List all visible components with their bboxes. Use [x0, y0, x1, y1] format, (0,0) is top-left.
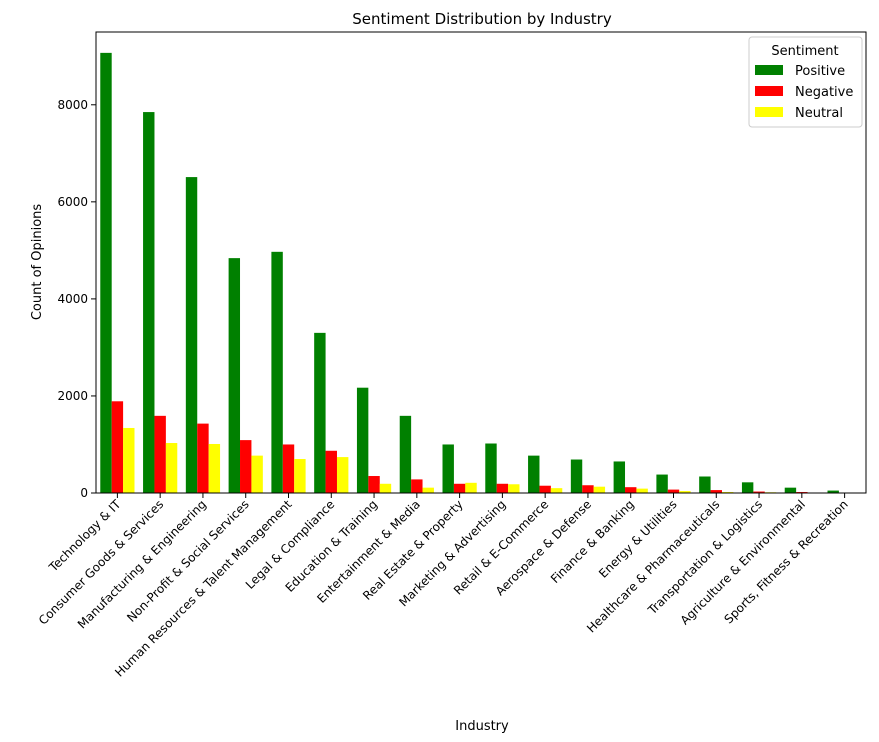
bar-positive-11 — [570, 459, 583, 493]
y-tick-label: 6000 — [57, 195, 88, 209]
y-tick-label: 4000 — [57, 292, 88, 306]
bar-positive-8 — [442, 444, 454, 493]
bar-neutral-2 — [208, 443, 221, 493]
bar-positive-5 — [314, 332, 326, 493]
bar-negative-8 — [453, 483, 466, 493]
bars-layer — [100, 52, 862, 494]
bar-neutral-13 — [679, 491, 691, 493]
legend-box — [748, 36, 863, 128]
y-tick-label: 2000 — [57, 389, 88, 403]
legend-swatch-neutral — [755, 107, 783, 117]
bar-neutral-0 — [123, 427, 135, 493]
y-axis-label: Count of Opinions — [30, 204, 45, 321]
bar-negative-5 — [325, 450, 337, 493]
bar-neutral-6 — [379, 483, 392, 493]
x-tick-label: Energy & Utilities — [596, 497, 680, 581]
bar-positive-0 — [100, 52, 112, 494]
bar-negative-15 — [753, 491, 765, 493]
legend-swatch-negative — [755, 86, 783, 96]
x-tick-label: Finance & Banking — [548, 497, 637, 586]
bar-negative-0 — [111, 401, 124, 493]
bar-negative-1 — [154, 415, 166, 493]
bar-negative-13 — [667, 489, 680, 493]
legend-label-positive: Positive — [795, 64, 845, 79]
bar-neutral-8 — [465, 482, 477, 493]
bar-negative-4 — [282, 444, 295, 493]
legend: Sentiment Positive Negative Neutral — [748, 36, 863, 128]
bar-positive-9 — [485, 443, 497, 493]
bar-negative-6 — [368, 476, 380, 493]
legend-swatch-positive — [755, 65, 783, 75]
bar-positive-6 — [356, 387, 369, 493]
bar-positive-17 — [827, 490, 839, 493]
bar-neutral-1 — [165, 443, 178, 493]
bar-positive-15 — [741, 482, 754, 493]
bar-neutral-4 — [294, 459, 306, 493]
bar-negative-11 — [582, 485, 594, 493]
y-axis: 0 2000 4000 6000 8000 — [57, 98, 96, 500]
legend-label-negative: Negative — [795, 85, 853, 100]
bar-neutral-7 — [422, 487, 434, 493]
bar-positive-16 — [784, 487, 797, 493]
bar-positive-3 — [228, 258, 241, 493]
bar-neutral-11 — [593, 486, 606, 493]
bar-negative-7 — [411, 479, 423, 493]
plot-frame — [95, 31, 867, 494]
bar-negative-3 — [240, 440, 252, 493]
chart-title: Sentiment Distribution by Industry — [352, 10, 612, 28]
bar-positive-12 — [613, 461, 626, 493]
bar-neutral-10 — [550, 488, 563, 493]
bar-negative-14 — [710, 490, 722, 493]
bar-positive-4 — [271, 251, 283, 493]
legend-title: Sentiment — [771, 44, 838, 59]
x-tick-label: Technology & IT — [46, 497, 124, 575]
legend-label-neutral: Neutral — [795, 106, 843, 121]
bar-negative-10 — [539, 485, 551, 493]
bar-neutral-9 — [508, 484, 520, 493]
bar-positive-14 — [699, 476, 711, 493]
bar-positive-13 — [656, 474, 668, 493]
legend-items: Positive Negative Neutral — [755, 64, 853, 121]
bar-negative-9 — [496, 483, 509, 493]
x-axis-label: Industry — [455, 719, 509, 734]
y-tick-label: 8000 — [57, 98, 88, 112]
y-tick-label: 0 — [80, 486, 88, 500]
bar-neutral-3 — [251, 455, 263, 493]
bar-negative-12 — [625, 487, 637, 493]
bar-positive-1 — [143, 112, 155, 493]
bar-positive-2 — [185, 177, 198, 493]
bar-positive-10 — [528, 455, 540, 493]
bar-neutral-5 — [336, 457, 349, 493]
bar-positive-7 — [399, 415, 412, 493]
bar-neutral-12 — [636, 488, 648, 493]
bar-negative-2 — [197, 423, 209, 493]
